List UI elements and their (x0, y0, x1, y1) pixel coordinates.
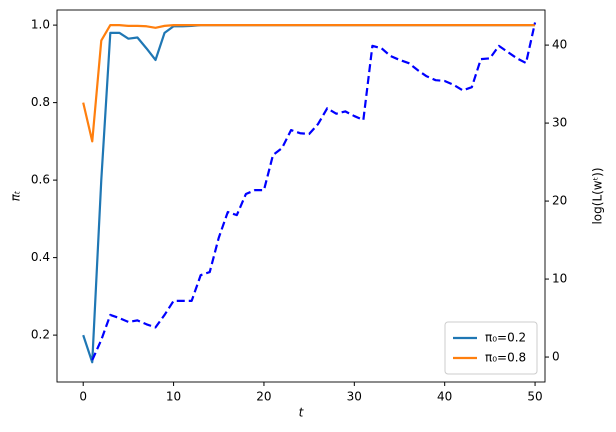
legend-label: π₀=0.8 (485, 351, 526, 365)
y2-tick-label: 30 (552, 116, 567, 130)
x-tick-label: 0 (79, 390, 87, 404)
legend-label: π₀=0.2 (485, 331, 526, 345)
y-tick-label: 0.8 (31, 95, 50, 109)
y-tick-label: 0.4 (31, 250, 50, 264)
y-axis-label: πₜ (9, 190, 23, 201)
y-tick-label: 1.0 (31, 18, 50, 32)
y-tick-label: 0.2 (31, 328, 50, 342)
data-line (82, 24, 536, 364)
x-tick-label: 30 (347, 390, 362, 404)
y2-axis-label: log(L(wᵗ)) (591, 167, 605, 224)
y2-tick-label: 40 (552, 38, 567, 52)
legend: π₀=0.2 π₀=0.8 (444, 321, 538, 375)
data-line (82, 24, 536, 143)
y2-tick-label: 0 (552, 350, 560, 364)
legend-box (444, 321, 538, 375)
x-tick-label: 10 (166, 390, 181, 404)
y2-tick-label: 20 (552, 194, 567, 208)
x-axis-label: t (299, 406, 305, 420)
x-tick-label: 20 (256, 390, 271, 404)
x-tick-label: 40 (437, 390, 452, 404)
x-tick-label: 50 (527, 390, 542, 404)
y2-tick-label: 10 (552, 272, 567, 286)
plot-frame (56, 9, 546, 383)
data-line (91, 22, 537, 361)
y-tick-label: 0.6 (31, 173, 50, 187)
